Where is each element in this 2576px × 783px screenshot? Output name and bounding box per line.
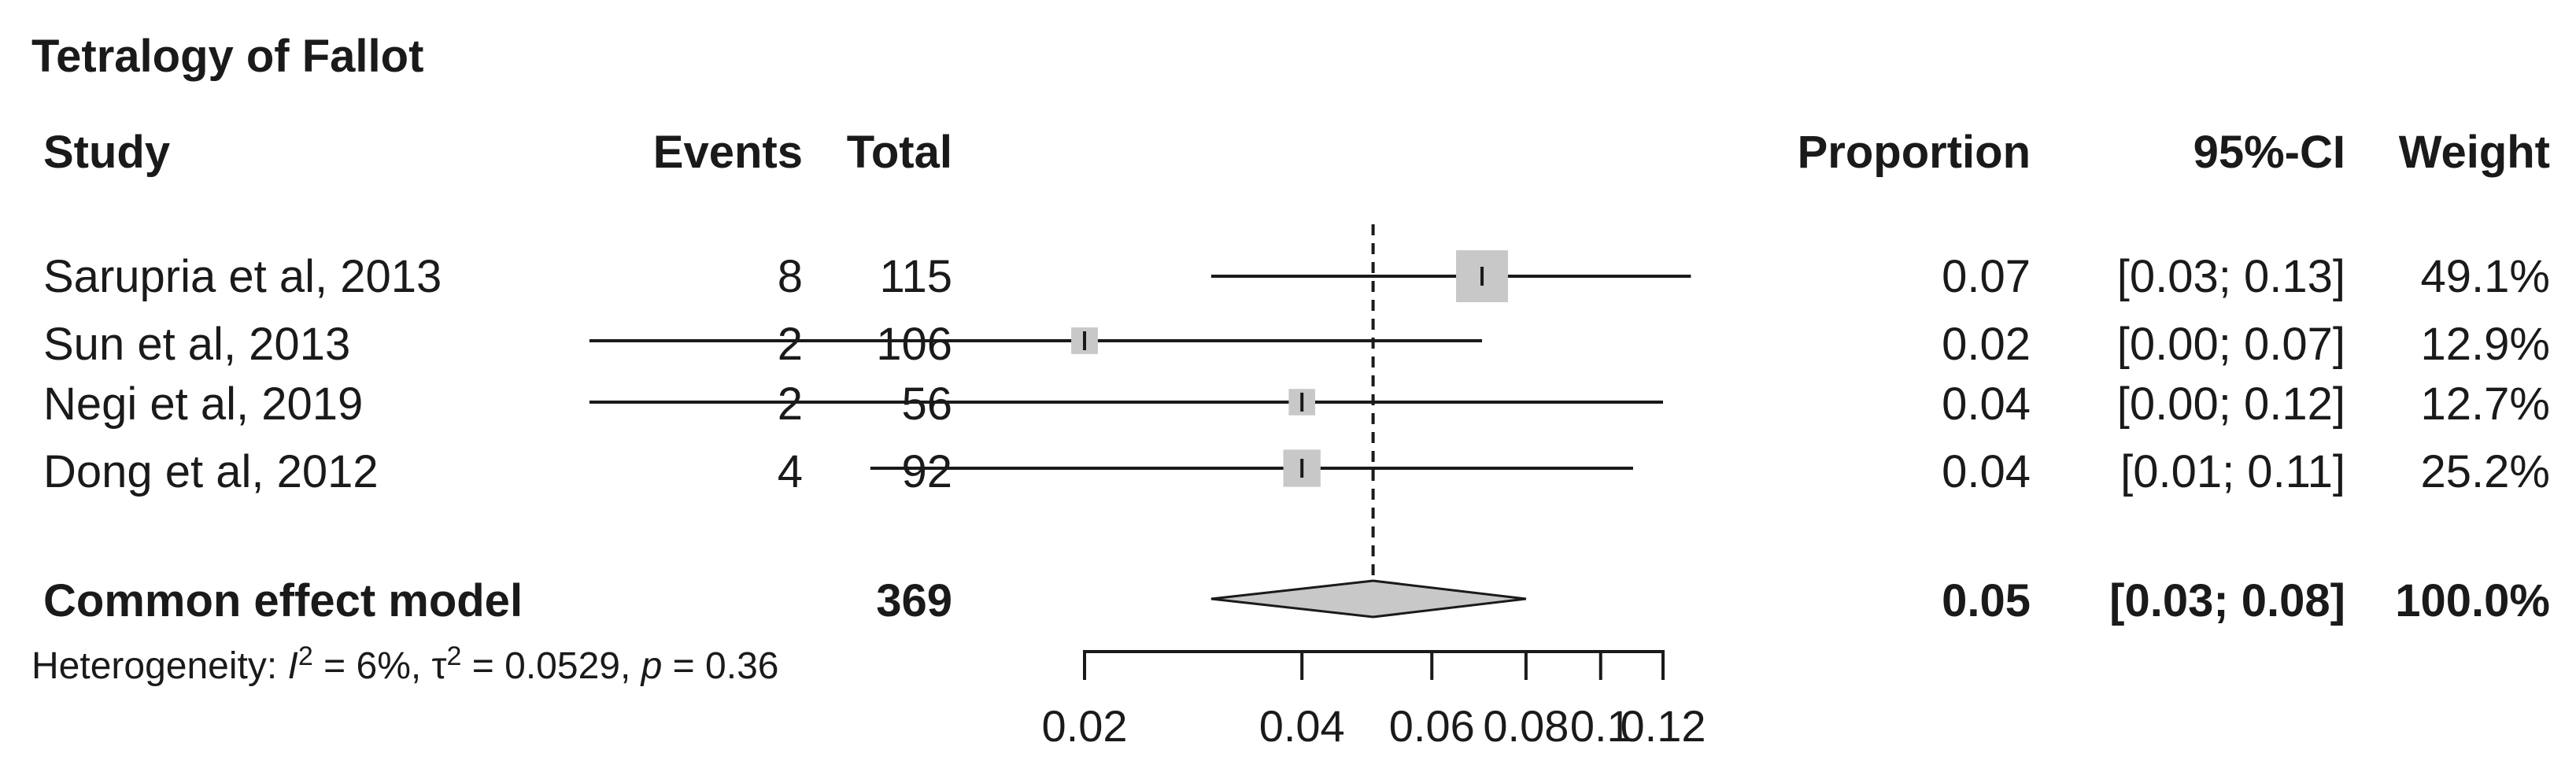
header-events: Events	[652, 127, 803, 178]
study-weight: 25.2%	[2420, 446, 2550, 497]
study-weight: 12.9%	[2420, 319, 2550, 370]
pooled-label: Common effect model	[43, 575, 523, 626]
p-value: = 0.36	[662, 645, 779, 687]
pooled-diamond	[1210, 579, 1527, 619]
header-ci: 95%-CI	[2193, 127, 2345, 178]
study-name: Sarupria et al, 2013	[43, 251, 442, 302]
pooled-ci: [0.03; 0.08]	[2109, 575, 2345, 626]
heterogeneity-prefix: Heterogeneity:	[31, 645, 288, 687]
study-name: Sun et al, 2013	[43, 319, 351, 370]
study-total: 115	[879, 251, 952, 302]
study-weight: 12.7%	[2420, 379, 2550, 430]
x-tick-label: 0.1	[1570, 701, 1632, 751]
header-proportion: Proportion	[1797, 127, 2031, 178]
study-total: 106	[876, 319, 952, 370]
study-events: 2	[777, 319, 803, 370]
study-proportion: 0.04	[1942, 379, 2031, 430]
study-proportion: 0.07	[1942, 251, 2031, 302]
i2-symbol: I	[287, 645, 298, 687]
study-name: Dong et al, 2012	[43, 446, 379, 497]
study-proportion: 0.02	[1942, 319, 2031, 370]
header-weight: Weight	[2398, 127, 2550, 178]
study-ci: [0.00; 0.07]	[2116, 319, 2345, 370]
heterogeneity-text: Heterogeneity: I2 = 6%, τ2 = 0.0529, p =…	[31, 641, 779, 687]
chart-title: Tetralogy of Fallot	[31, 31, 424, 82]
tau2-symbol: τ	[431, 645, 447, 687]
x-tick-label: 0.02	[1042, 701, 1128, 751]
study-events: 2	[777, 379, 803, 430]
pooled-weight: 100.0%	[2395, 575, 2550, 626]
study-ci: [0.01; 0.11]	[2120, 446, 2345, 497]
pooled-total: 369	[876, 575, 952, 626]
study-total: 56	[901, 379, 952, 430]
study-events: 4	[777, 446, 803, 497]
study-proportion: 0.04	[1942, 446, 2031, 497]
study-ci: [0.00; 0.12]	[2116, 379, 2345, 430]
x-tick-label: 0.12	[1621, 701, 1706, 751]
study-ci: [0.03; 0.13]	[2116, 251, 2345, 302]
study-total: 92	[901, 446, 952, 497]
study-events: 8	[777, 251, 803, 302]
study-weight: 49.1%	[2420, 251, 2550, 302]
header-study: Study	[43, 127, 171, 178]
header-total: Total	[846, 127, 952, 178]
x-tick-label: 0.08	[1483, 701, 1569, 751]
tau2-value: = 0.0529,	[461, 645, 641, 687]
p-symbol: p	[641, 645, 663, 687]
pooled-proportion: 0.05	[1942, 575, 2031, 626]
x-tick-label: 0.04	[1259, 701, 1345, 751]
x-tick-label: 0.06	[1389, 701, 1475, 751]
study-name: Negi et al, 2019	[43, 379, 364, 430]
i2-value: = 6%,	[312, 645, 432, 687]
